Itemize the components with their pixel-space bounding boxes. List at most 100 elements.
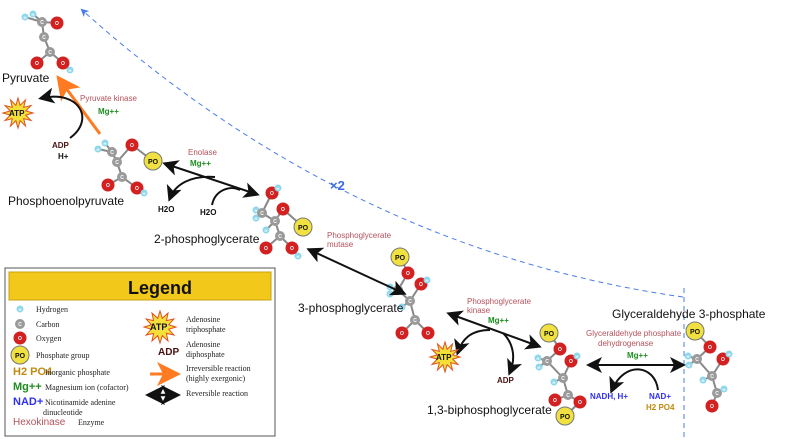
svg-text:O: O [290, 246, 294, 252]
legend-text: Irreversible reaction [186, 364, 251, 373]
svg-text:H: H [297, 254, 300, 259]
atom-o: O [421, 326, 435, 340]
svg-text:H: H [687, 354, 690, 359]
svg-text:PO: PO [298, 225, 309, 232]
atom-o: O [56, 56, 70, 70]
legend-item: Hexokinase Enzyme [13, 417, 105, 428]
nad-label: NAD+ [649, 392, 671, 401]
legend-symbol: PO [10, 345, 30, 365]
label-3pg: 3-phosphoglycerate [298, 301, 404, 315]
svg-text:H: H [537, 356, 540, 361]
svg-text:H: H [255, 208, 258, 213]
reversible-arrow [306, 247, 407, 296]
atom-o: O [276, 202, 290, 216]
atom-h: H [423, 276, 431, 284]
atom-h: H [720, 385, 728, 393]
enzyme-gapdh: Glyceraldehyde phosphate [586, 329, 682, 338]
enzyme-pgk: kinase [467, 306, 491, 315]
svg-text:O: O [708, 345, 712, 351]
atom-c: C [257, 208, 267, 218]
legend-header [8, 271, 272, 301]
legend-text: diphosphate [186, 350, 225, 359]
legend-text: Adenosine [186, 315, 221, 324]
legend-symbol: O [13, 331, 27, 345]
atom-p: PO [539, 323, 559, 343]
svg-text:O: O [106, 183, 110, 189]
legend-item: H Hydrogen [16, 305, 68, 314]
multiplier-label: ×2 [330, 178, 345, 193]
legend-text: Carbon [36, 320, 60, 329]
legend-title: Legend [128, 278, 192, 298]
atom-c: C [712, 388, 722, 398]
atom-h: H [684, 352, 692, 360]
atom-c: C [558, 373, 568, 383]
atom-h: H [66, 66, 74, 74]
svg-text:O: O [419, 282, 423, 288]
enzyme-gapdh: dehydrogenase [598, 339, 654, 348]
atom-h: H [699, 376, 707, 384]
svg-text:C: C [695, 357, 699, 363]
atom-h: H [534, 354, 542, 362]
legend-text: Adenosine [186, 340, 221, 349]
legend-text: Reversible reaction [186, 389, 248, 398]
3pg-molecule: POOOHHHCCHCOO [386, 247, 435, 340]
label-g3p: Glyceraldehyde 3-phosphate [612, 307, 766, 321]
legend-text: Hydrogen [36, 305, 68, 314]
atp-icon: ATP [142, 309, 178, 345]
svg-text:C: C [273, 219, 277, 225]
atom-c: C [707, 371, 717, 381]
mg-cofactor: Mg++ [190, 159, 211, 168]
curved-arrow [38, 87, 84, 139]
svg-text:PO: PO [148, 159, 159, 166]
svg-text:H: H [143, 191, 146, 196]
atom-h: H [550, 378, 558, 386]
svg-text:C: C [120, 175, 124, 181]
curved-arrow [166, 175, 216, 202]
atom-o: O [30, 56, 44, 70]
loop-curve-arrow [80, 8, 684, 298]
svg-text:O: O [270, 191, 274, 197]
svg-text:H: H [32, 12, 35, 17]
svg-text:O: O [130, 143, 134, 149]
legend-symbol: C [15, 319, 25, 329]
svg-text:H: H [538, 365, 541, 370]
curved-arrow [609, 368, 659, 394]
legend-text: dinucleotide [43, 408, 83, 417]
mg-cofactor: Mg++ [98, 107, 119, 116]
legend-symbol: Mg++ [13, 381, 42, 393]
svg-text:PO: PO [544, 331, 555, 338]
h-plus-label: H+ [58, 152, 69, 161]
curved-arrow [502, 332, 522, 376]
svg-text:O: O [18, 336, 22, 342]
atom-o: O [573, 395, 587, 409]
svg-text:O: O [553, 398, 557, 404]
atom-o: O [553, 342, 567, 356]
atp-icon: ATP [428, 340, 462, 374]
atp-icon: ATP [1, 96, 35, 130]
svg-text:C: C [715, 391, 719, 397]
svg-text:H: H [104, 141, 107, 146]
legend-item: Irreversible reaction(highly exergonic) [150, 362, 251, 386]
atom-h: H [386, 290, 394, 298]
svg-text:O: O [135, 186, 139, 192]
atom-p: PO [293, 217, 313, 237]
atom-h: H [94, 145, 102, 153]
svg-text:PO: PO [395, 255, 406, 262]
svg-text:H: H [553, 380, 556, 385]
legend-item: Reversible reaction [145, 385, 248, 405]
legend-text: Enzyme [78, 418, 105, 427]
svg-text:H: H [69, 68, 72, 73]
nadh-label: NADH, H+ [590, 392, 628, 401]
atom-o: O [125, 138, 139, 152]
svg-text:C: C [566, 393, 570, 399]
svg-text:H: H [688, 363, 691, 368]
enzyme-pgm: Phosphoglycerate [327, 231, 392, 240]
legend-symbol: NAD+ [13, 396, 43, 408]
adp-label: ADP [497, 376, 515, 385]
atom-c: C [410, 315, 420, 325]
h2o-out-label: H2O [158, 205, 174, 214]
atom-h: H [398, 303, 406, 311]
